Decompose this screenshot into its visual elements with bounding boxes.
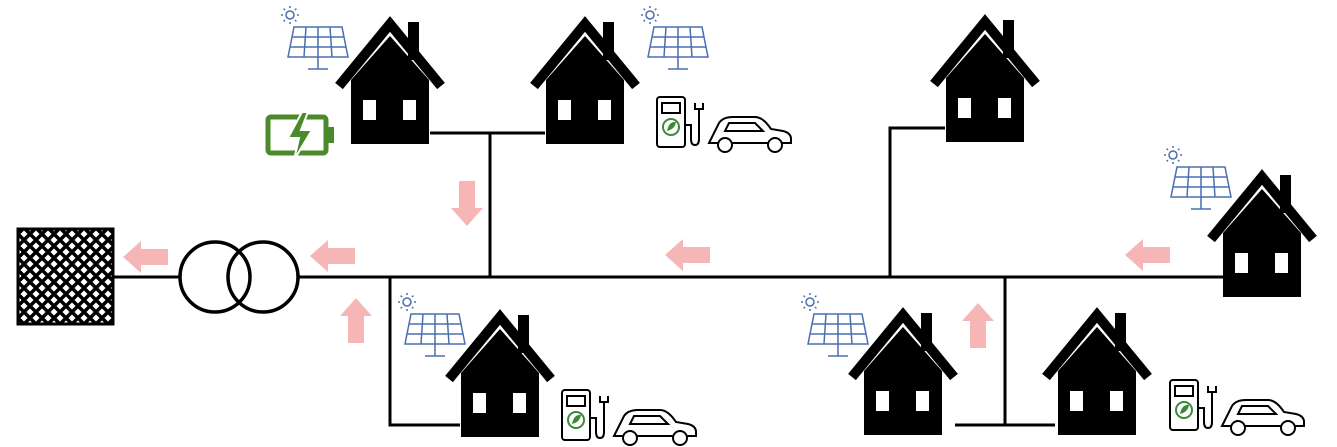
wires [113,126,1225,427]
transformer [178,240,300,314]
battery [265,111,334,161]
houses [339,20,1313,437]
power-flow-arrows [123,181,1170,348]
grid [16,227,115,326]
